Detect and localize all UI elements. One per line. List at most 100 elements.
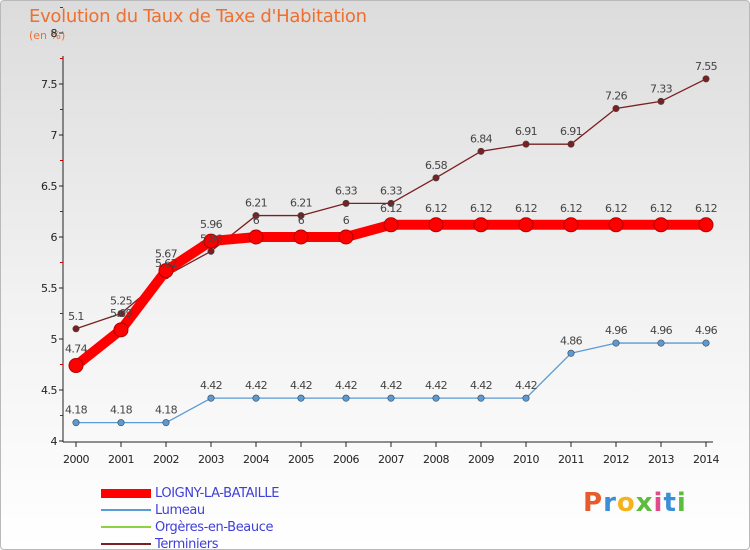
data-point xyxy=(207,394,215,402)
data-label: 4.74 xyxy=(65,343,88,356)
y-tick-label: 5.5 xyxy=(41,282,57,295)
data-label: 4.42 xyxy=(200,379,222,392)
data-label: 6.12 xyxy=(605,202,627,215)
data-label: 5.09 xyxy=(110,307,133,320)
data-label: 4.42 xyxy=(425,379,447,392)
data-point xyxy=(248,229,264,245)
data-point xyxy=(72,419,80,427)
legend-swatch xyxy=(101,543,151,545)
x-tick-label: 2004 xyxy=(243,453,269,466)
data-label: 6.12 xyxy=(470,202,492,215)
data-point xyxy=(203,233,219,249)
data-point xyxy=(522,394,530,402)
data-point xyxy=(117,309,125,317)
x-tick-label: 2013 xyxy=(648,453,674,466)
data-point xyxy=(252,212,260,220)
x-tick-label: 2009 xyxy=(468,453,494,466)
chart-title: Evolution du Taux de Taxe d'Habitation xyxy=(29,6,367,27)
y-tick-label: 4 xyxy=(51,435,58,448)
logo-letter: i xyxy=(653,488,664,518)
data-point xyxy=(612,104,620,112)
data-point xyxy=(563,217,579,233)
data-point xyxy=(698,217,714,233)
data-label: 6.12 xyxy=(560,202,582,215)
data-label: 4.18 xyxy=(65,404,88,417)
x-tick-label: 2012 xyxy=(603,453,629,466)
data-label: 4.96 xyxy=(605,324,628,337)
data-point xyxy=(432,174,440,182)
data-label: 6 xyxy=(298,214,305,227)
data-label: 6.33 xyxy=(380,184,403,197)
data-label: 5.62 xyxy=(155,257,177,270)
data-point xyxy=(297,212,305,220)
y-tick-label: 6.5 xyxy=(41,180,57,193)
x-tick-label: 2011 xyxy=(558,453,584,466)
data-label: 6.21 xyxy=(290,197,312,210)
x-tick-label: 2008 xyxy=(423,453,449,466)
x-tick-label: 2002 xyxy=(153,453,179,466)
y-tick-label: 4.5 xyxy=(41,384,57,397)
data-label: 6.84 xyxy=(470,132,493,145)
legend-label: Lumeau xyxy=(155,503,205,518)
data-point xyxy=(653,217,669,233)
data-point xyxy=(117,419,125,427)
data-label: 7.33 xyxy=(650,82,673,95)
y-tick-label: 8 xyxy=(51,27,58,40)
y-tick-label: 6 xyxy=(51,231,58,244)
y-tick-label: 7 xyxy=(51,129,58,142)
data-label: 4.42 xyxy=(335,379,357,392)
legend-label: Orgères-en-Beauce xyxy=(155,520,274,535)
data-label: 4.42 xyxy=(470,379,492,392)
data-point xyxy=(567,349,575,357)
data-label: 6.12 xyxy=(515,202,537,215)
legend-swatch xyxy=(101,509,151,511)
y-tick-label: 7.5 xyxy=(41,78,57,91)
data-point xyxy=(342,199,350,207)
data-label: 6.12 xyxy=(650,202,672,215)
data-label: 5.1 xyxy=(68,310,84,323)
data-point xyxy=(342,394,350,402)
data-point xyxy=(518,217,534,233)
data-label: 4.42 xyxy=(245,379,267,392)
data-label: 5.67 xyxy=(155,248,178,261)
data-point xyxy=(612,339,620,347)
data-label: 7.26 xyxy=(605,89,628,102)
data-point xyxy=(657,97,665,105)
data-point xyxy=(387,394,395,402)
legend-label: LOIGNY-LA-BATAILLE xyxy=(155,486,280,501)
data-label: 4.18 xyxy=(110,404,133,417)
data-point xyxy=(162,419,170,427)
data-label: 4.86 xyxy=(560,334,583,347)
data-label: 5.25 xyxy=(110,295,133,308)
logo-letter: i xyxy=(676,488,687,518)
proxiti-logo: Proxiti xyxy=(583,488,687,518)
data-label: 6.12 xyxy=(380,202,402,215)
data-point xyxy=(432,394,440,402)
data-label: 6.58 xyxy=(425,159,448,172)
data-point xyxy=(207,247,215,255)
data-point xyxy=(477,394,485,402)
data-point xyxy=(72,325,80,333)
data-label: 6.91 xyxy=(560,125,582,138)
data-label: 6 xyxy=(253,214,260,227)
data-point xyxy=(297,394,305,402)
data-point xyxy=(68,358,84,374)
data-point xyxy=(158,263,174,279)
logo-letter: t xyxy=(663,488,677,518)
data-label: 6.33 xyxy=(335,184,358,197)
logo-letter: P xyxy=(583,488,604,518)
x-tick-label: 2010 xyxy=(513,453,539,466)
data-label: 6 xyxy=(343,214,350,227)
data-point xyxy=(252,394,260,402)
data-point xyxy=(293,229,309,245)
data-point xyxy=(113,322,129,338)
x-tick-label: 2007 xyxy=(378,453,404,466)
data-label: 5.96 xyxy=(200,218,223,231)
logo-letter: x xyxy=(635,488,654,518)
data-point xyxy=(473,217,489,233)
y-tick-label: 5 xyxy=(51,333,58,346)
legend-swatch xyxy=(101,526,151,528)
data-label: 5.86 xyxy=(200,232,223,245)
